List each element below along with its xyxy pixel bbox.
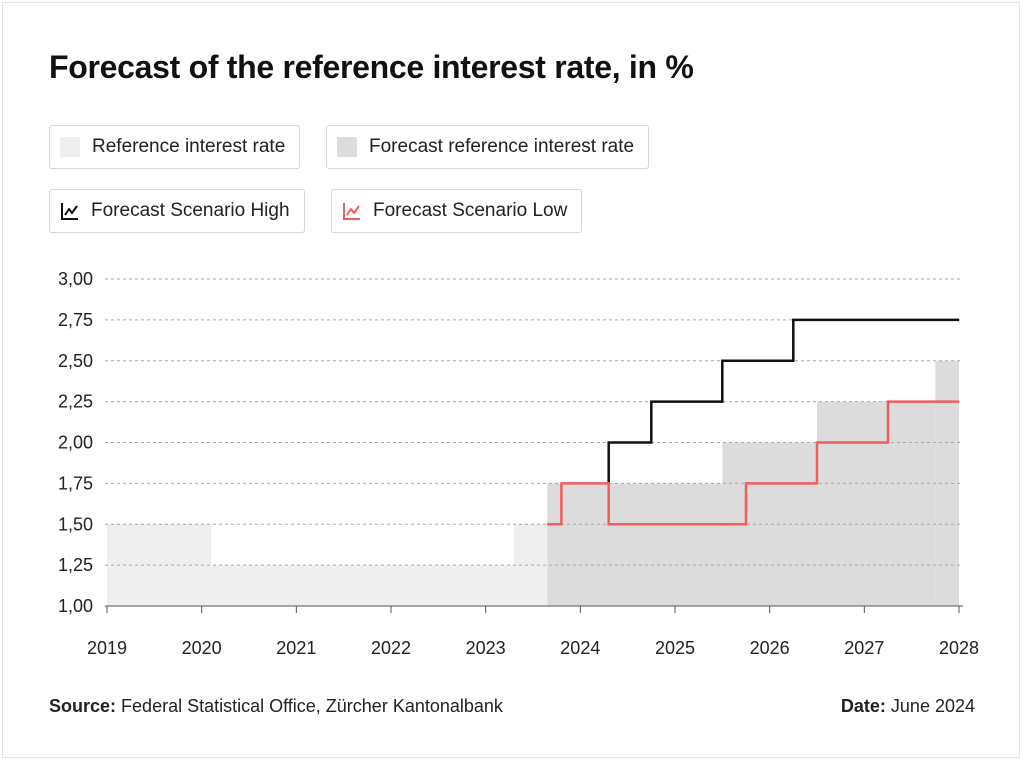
reference-rate-area-step	[211, 565, 515, 606]
source-text: Federal Statistical Office, Zürcher Kant…	[121, 696, 503, 716]
y-tick-label: 2,75	[58, 310, 93, 330]
legend-item-scenario-high[interactable]: Forecast Scenario High	[49, 189, 305, 233]
line-chart-icon	[61, 203, 78, 220]
date-text: June 2024	[890, 696, 975, 716]
x-tick-label: 2020	[182, 638, 222, 658]
legend-item-reference-rate[interactable]: Reference interest rate	[49, 125, 301, 169]
footer-source: Source: Federal Statistical Office, Zürc…	[49, 696, 503, 717]
legend-swatch-forecast-rate	[337, 137, 357, 157]
x-tick-label: 2026	[750, 638, 790, 658]
line-chart-icon	[343, 203, 360, 220]
legend-label: Reference interest rate	[92, 136, 286, 157]
scenario-low-line	[547, 400, 959, 526]
y-tick-label: 1,00	[58, 596, 93, 616]
y-tick-label: 2,25	[58, 392, 93, 412]
y-tick-label: 1,75	[58, 473, 93, 493]
legend-item-scenario-low[interactable]: Forecast Scenario Low	[331, 189, 583, 233]
x-tick-label: 2025	[655, 638, 695, 658]
x-tick-label: 2019	[87, 638, 127, 658]
date-label: Date:	[840, 696, 886, 716]
y-tick-label: 2,50	[58, 351, 93, 371]
x-tick-label: 2024	[560, 638, 600, 658]
scenario-high-line	[607, 318, 959, 484]
legend-item-forecast-rate[interactable]: Forecast reference interest rate	[326, 125, 650, 169]
legend-label: Forecast Scenario High	[91, 200, 290, 221]
x-tick-label: 2021	[276, 638, 316, 658]
legend-swatch-reference-rate	[60, 137, 80, 157]
y-tick-label: 3,00	[58, 269, 93, 289]
x-tick-label: 2023	[466, 638, 506, 658]
legend-label: Forecast Scenario Low	[373, 200, 568, 221]
legend-label: Forecast reference interest rate	[369, 136, 635, 157]
x-tick-label: 2027	[844, 638, 884, 658]
forecast-rate-area-step	[817, 401, 936, 606]
y-tick-label: 2,00	[58, 433, 93, 453]
chart-title: Forecast of the reference interest rate,…	[49, 49, 694, 85]
footer-date: Date: June 2024	[841, 696, 975, 717]
forecast-rate-area-step	[547, 483, 723, 606]
y-tick-label: 1,25	[58, 555, 93, 575]
y-tick-label: 1,50	[58, 514, 93, 534]
chart-plot: 1,00 1,25 1,50 1,75 2,00 2,25 2,50 2,75 3,00 2019…	[58, 269, 979, 658]
x-tick-label: 2028	[939, 638, 979, 658]
source-label: Source:	[49, 696, 117, 716]
x-tick-label: 2022	[371, 638, 411, 658]
